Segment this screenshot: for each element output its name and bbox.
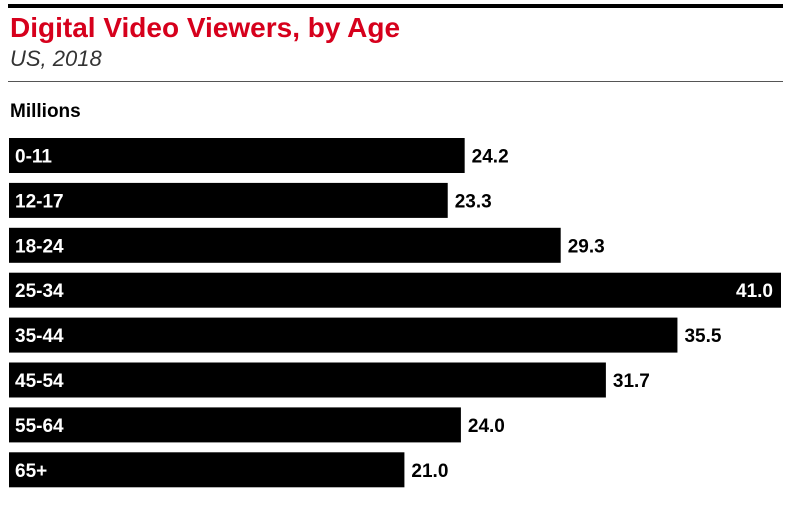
- chart-subtitle: US, 2018: [10, 46, 102, 71]
- bar-12-17: [9, 182, 448, 218]
- category-label: 18-24: [15, 236, 64, 257]
- bar-55-64: [9, 407, 461, 443]
- value-label: 24.0: [468, 416, 505, 437]
- value-label: 21.0: [411, 461, 448, 482]
- bar-0-11: [9, 138, 465, 173]
- value-label: 23.3: [455, 191, 492, 212]
- bar-35-44: [9, 317, 678, 353]
- value-label: 31.7: [613, 371, 650, 392]
- category-label: 12-17: [15, 191, 64, 212]
- category-label: 0-11: [15, 147, 52, 168]
- category-label: 65+: [15, 461, 47, 482]
- bar-25-34: [9, 272, 781, 308]
- bar-65+: [9, 452, 405, 488]
- top-rule: [8, 4, 783, 8]
- value-label: 41.0: [736, 281, 773, 302]
- value-label: 24.2: [472, 147, 509, 168]
- bars-layer: 0-11 24.2 12-17 23.3 18-24 29.3 25-34 41.0 35-44…: [9, 138, 781, 488]
- value-label: 35.5: [684, 326, 721, 347]
- bar-18-24: [9, 227, 561, 263]
- value-label: 29.3: [568, 236, 605, 257]
- unit-label: Millions: [10, 101, 81, 122]
- chart-title: Digital Video Viewers, by Age: [10, 12, 401, 43]
- category-label: 25-34: [15, 281, 64, 302]
- bar-45-54: [9, 362, 606, 398]
- category-label: 45-54: [15, 371, 64, 392]
- divider-rule: [8, 81, 783, 82]
- category-label: 35-44: [15, 326, 64, 347]
- category-label: 55-64: [15, 416, 64, 437]
